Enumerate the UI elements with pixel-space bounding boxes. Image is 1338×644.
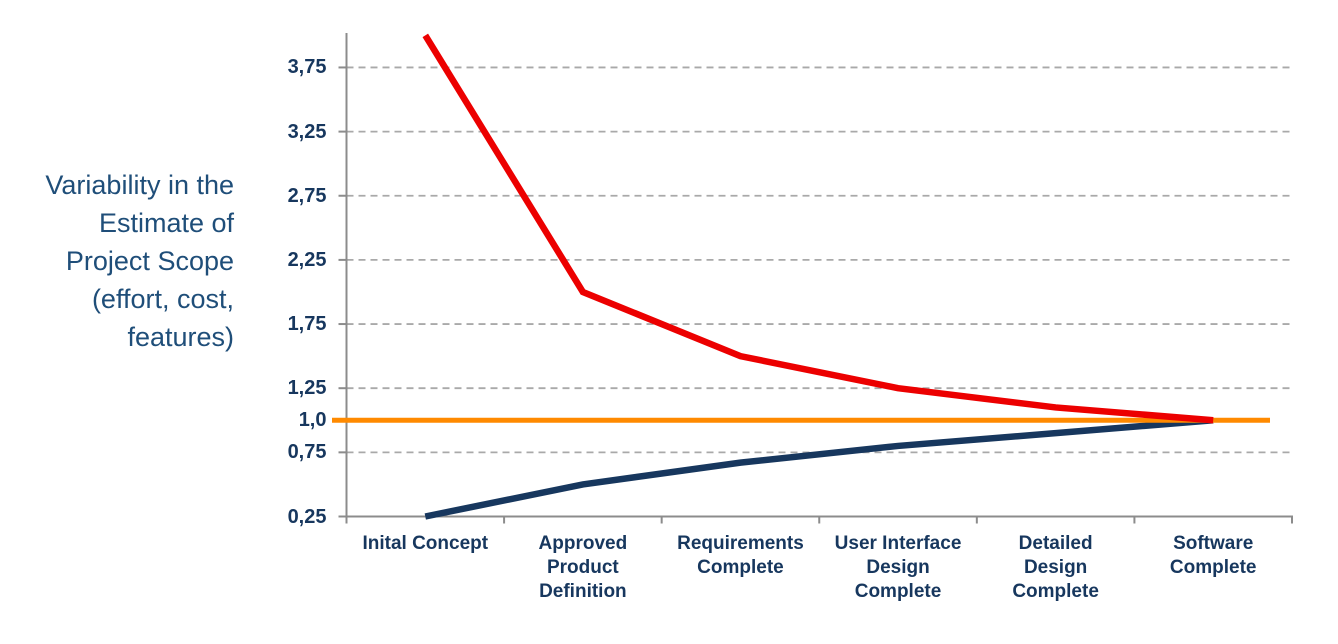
y-tick-label: 2,25 — [287, 248, 327, 271]
upper-estimate-line — [422, 33, 1214, 424]
x-category-label: Software Complete — [1133, 532, 1293, 580]
x-category-label-line: Product — [546, 557, 619, 578]
lower-estimate-line — [424, 417, 1214, 520]
x-category-label: Detailed Design Complete — [976, 532, 1136, 604]
x-category-label-line: Detailed — [1018, 533, 1093, 554]
x-category-label: User Interface Design Complete — [818, 532, 978, 604]
x-category-label-line: Software — [1173, 533, 1254, 554]
x-category-label-line: Complete — [697, 557, 784, 578]
y-tick-label: 0,25 — [287, 505, 327, 528]
y-tick-label: 1,25 — [287, 377, 327, 400]
x-category-label-line: User Interface — [834, 533, 962, 554]
y-tick-label: 3,25 — [287, 120, 327, 143]
x-category-label: Inital Concept — [345, 532, 505, 556]
x-category-label-line: Complete — [1169, 557, 1257, 578]
x-category-label-line: Inital Concept — [362, 533, 489, 554]
y-tick-label: 3,75 — [287, 56, 327, 79]
x-category-label-line: Complete — [854, 581, 942, 602]
y-axis-title: Variability in the Estimate of Project S… — [45, 170, 234, 352]
x-category-label: Requirements Complete — [660, 532, 820, 580]
x-category-label-line: Design — [1023, 557, 1088, 578]
x-category-label-line: Requirements — [677, 533, 804, 554]
y-tick-label: 1,75 — [287, 313, 327, 336]
x-category-label: Approved Product Definition — [503, 532, 663, 604]
x-category-label-line: Approved — [538, 533, 628, 554]
y-tick-label: 1,0 — [298, 409, 327, 432]
y-tick-label: 0,75 — [287, 441, 327, 464]
x-category-label-line: Complete — [1012, 581, 1099, 602]
y-tick-label: 2,75 — [287, 184, 327, 207]
x-category-label-line: Definition — [539, 581, 627, 602]
x-category-label-line: Design — [866, 557, 930, 578]
